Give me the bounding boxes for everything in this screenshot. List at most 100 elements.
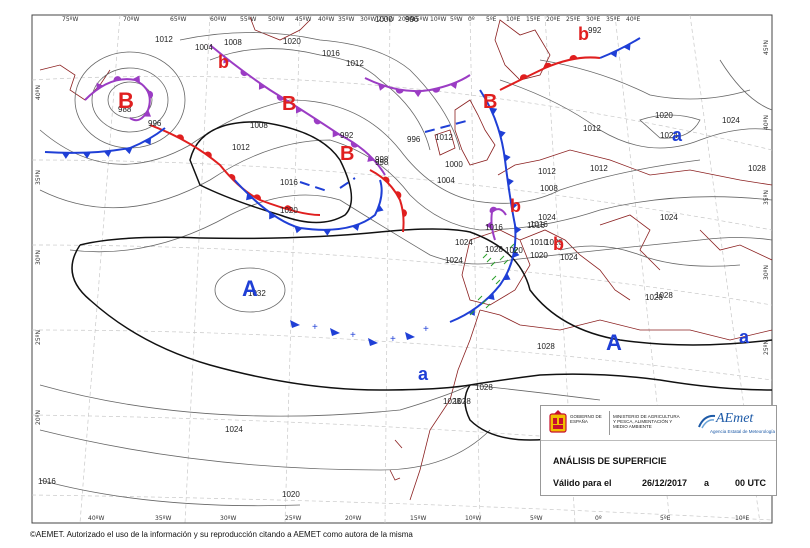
west-africa-coast bbox=[409, 309, 481, 501]
warm-front-semicircle bbox=[432, 87, 441, 93]
europe-north-coast bbox=[497, 149, 773, 186]
lon-label-top: 70ºW bbox=[123, 16, 139, 23]
isobar-value: 1024 bbox=[660, 131, 678, 140]
lon-label-top: 75ºW bbox=[62, 16, 78, 23]
isobar-1024-s bbox=[39, 384, 601, 417]
legend-box: GOBIERNO DE ESPAÑA MINISTERIO DE AGRICUL… bbox=[540, 405, 777, 496]
lat-label-right: 40ºN bbox=[763, 115, 770, 130]
isobar-value: 1012 bbox=[590, 164, 608, 173]
svg-text:+: + bbox=[312, 322, 318, 333]
lon-label-top: 0º bbox=[468, 16, 475, 23]
lon-label-bottom: 5ºW bbox=[530, 515, 543, 522]
canary-islands bbox=[389, 469, 401, 481]
cold-front-triangle bbox=[504, 153, 511, 162]
warm-front-semicircle bbox=[543, 62, 552, 69]
isobar-value: 1012 bbox=[538, 167, 556, 176]
lon-label-top: 40ºW bbox=[318, 16, 334, 23]
lon-label-bottom: 10ºE bbox=[735, 515, 749, 522]
isobar-value: 1016 bbox=[322, 49, 340, 58]
cold-front-4 bbox=[449, 89, 517, 323]
high-pressure-label: A bbox=[242, 276, 258, 301]
cold-front-triangle bbox=[332, 130, 340, 138]
warm-front-semicircle bbox=[276, 94, 285, 101]
longitude-labels-bottom: 40ºW 35ºW 30ºW 25ºW 20ºW 15ºW 10ºW 5ºW 0º 5ºE 10ºE bbox=[88, 515, 749, 522]
isobar-1024-e bbox=[559, 245, 741, 267]
cold-front-triangle bbox=[449, 81, 458, 89]
pressure-systems: Bb B B Bb b b Aa A a a bbox=[118, 24, 750, 384]
low-pressure-label: B bbox=[118, 88, 134, 113]
low-pressure-label: B bbox=[282, 93, 296, 115]
isobar-value: 1008 bbox=[250, 121, 268, 130]
isobar-value: 1028 bbox=[453, 397, 471, 406]
isobar-value: 1020 bbox=[545, 238, 563, 247]
cold-front-triangle bbox=[96, 82, 104, 90]
isobar-value: 996 bbox=[405, 15, 419, 24]
lon-label-top: 30ºW bbox=[360, 16, 376, 23]
svg-text:+: + bbox=[423, 324, 429, 335]
trough-3 bbox=[424, 119, 471, 133]
cold-front-triangle bbox=[323, 229, 332, 236]
isobar-value: 1020 bbox=[655, 111, 673, 120]
warm-front-semicircle bbox=[350, 141, 359, 148]
isobar-value: 1004 bbox=[195, 43, 213, 52]
svg-text:+: + bbox=[350, 330, 356, 341]
lon-label-bottom: 40ºW bbox=[88, 515, 104, 522]
cold-front-triangle bbox=[367, 154, 375, 162]
isobar-value: 998 bbox=[375, 155, 389, 164]
isobar-value: 1016 bbox=[280, 178, 298, 187]
chart-title: ANÁLISIS DE SUPERFICIE bbox=[553, 456, 667, 466]
lon-label-top: 25ºE bbox=[566, 16, 580, 23]
isobar-value: 996 bbox=[148, 119, 162, 128]
isobar-1004 bbox=[39, 99, 701, 204]
warm-front-semicircle bbox=[283, 205, 292, 211]
low-pressure-label: b bbox=[553, 234, 564, 254]
aemet-wordmark: AEmet bbox=[716, 411, 754, 426]
isobar-labels: 1012 1004 1008 1020 1016 1012 1000 996 1008 992 99… bbox=[38, 15, 766, 499]
isobar-value: 1012 bbox=[346, 59, 364, 68]
lon-label-top: 20ºW bbox=[398, 16, 414, 23]
cold-front-triangle bbox=[485, 221, 493, 230]
cold-front-triangle bbox=[413, 91, 422, 98]
isobar-value: 1024 bbox=[560, 253, 578, 262]
cold-front-triangle bbox=[246, 193, 254, 201]
warm-front-3 bbox=[499, 56, 601, 91]
lat-label-right: 30ºN bbox=[763, 265, 770, 280]
warm-front-semicircle bbox=[382, 176, 390, 184]
isobar-value: 1008 bbox=[540, 184, 558, 193]
cold-front-triangle bbox=[269, 212, 276, 220]
low-pressure-label: b bbox=[218, 52, 229, 72]
lat-label-left: 35ºN bbox=[35, 170, 42, 185]
isobar-1032 bbox=[214, 267, 286, 313]
warm-front-semicircle bbox=[228, 174, 236, 181]
warm-front-semicircle bbox=[569, 55, 578, 60]
longitude-labels-top: 75ºW 70ºW 65ºW 60ºW 55ºW 50ºW 45ºW 40ºW 35ºW 30ºW… bbox=[62, 16, 640, 23]
isobar-value: 1008 bbox=[224, 38, 242, 47]
warm-front-semicircle bbox=[176, 134, 184, 141]
isobar-value: 992 bbox=[588, 26, 602, 35]
italy-coast bbox=[599, 214, 661, 271]
north-africa-coast bbox=[479, 309, 773, 341]
lat-label-right: 45ºN bbox=[763, 40, 770, 55]
ministry-label: MINISTERIO DE AGRICULTURA Y PESCA, ALIME… bbox=[613, 414, 680, 429]
lon-label-top: 10ºE bbox=[506, 16, 520, 23]
high-pressure-label: A bbox=[606, 330, 622, 355]
ireland-coast bbox=[434, 129, 456, 156]
isobar-value: 1020 bbox=[280, 206, 298, 215]
isobar-1012-bold bbox=[189, 121, 353, 224]
isobar-value: 1024 bbox=[225, 425, 243, 434]
isobar-1012-e bbox=[499, 79, 773, 149]
lat-label-left: 30ºN bbox=[35, 250, 42, 265]
warm-front-semicircle bbox=[402, 209, 407, 218]
isobar-value: 1024 bbox=[455, 238, 473, 247]
isobar-1020 bbox=[69, 194, 773, 265]
lat-label-right: 35ºN bbox=[763, 190, 770, 205]
isobar-value: 1010 bbox=[530, 238, 548, 247]
low-pressure-label: B bbox=[340, 143, 354, 165]
low-pressure-label: B bbox=[483, 91, 497, 113]
warm-front-semicircle bbox=[113, 76, 122, 81]
occluded-front-2 bbox=[209, 44, 386, 176]
high-pressure-label: a bbox=[672, 125, 683, 145]
isobar-value: 1020 bbox=[282, 490, 300, 499]
lon-label-bottom: 15ºW bbox=[410, 515, 426, 522]
